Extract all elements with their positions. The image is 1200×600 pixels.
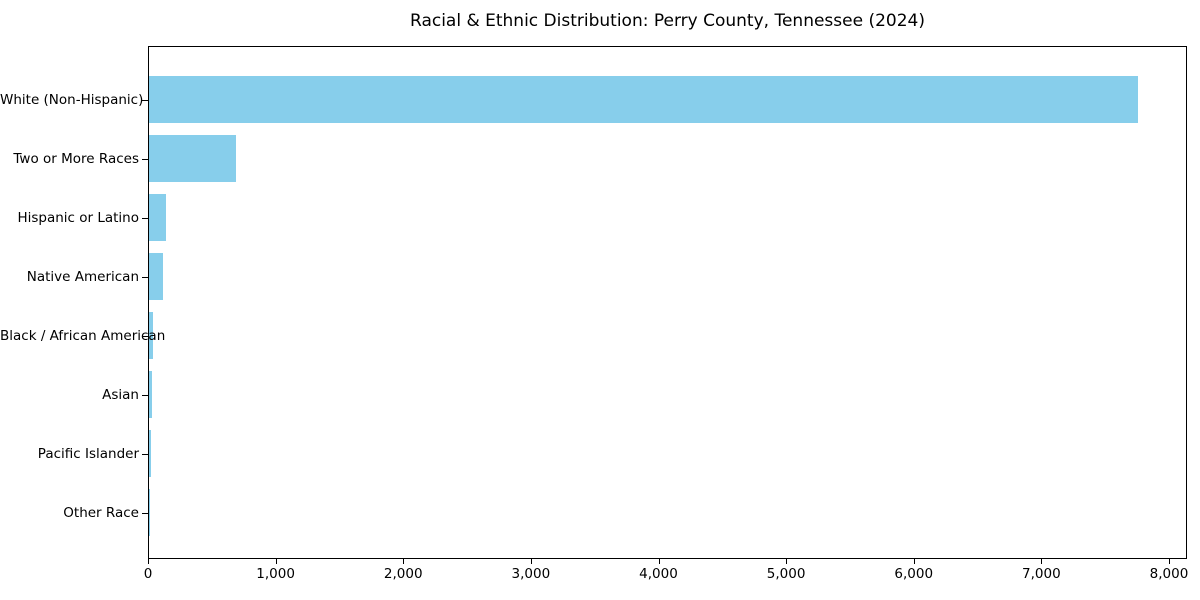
bar: [149, 312, 153, 359]
x-axis-tick-label: 5,000: [766, 566, 806, 582]
x-axis-tick-label: 0: [143, 566, 153, 582]
y-axis-label: Other Race: [63, 504, 139, 521]
x-axis-tick: [148, 559, 149, 564]
y-axis-tick: [142, 217, 148, 219]
y-axis-label: Pacific Islander: [37, 445, 139, 462]
x-axis-tick-label: 6,000: [894, 566, 934, 582]
chart-title: Racial & Ethnic Distribution: Perry Coun…: [410, 11, 925, 31]
y-axis-label: White (Non-Hispanic): [0, 91, 144, 108]
bar: [149, 194, 166, 241]
x-axis-tick: [530, 559, 532, 564]
y-axis-tick: [142, 453, 148, 455]
x-axis-tick-label: 2,000: [383, 566, 423, 582]
y-axis-tick: [142, 158, 148, 160]
bar: [149, 430, 152, 477]
x-axis-tick-label: 4,000: [639, 566, 678, 582]
x-axis-tick-label: 7,000: [1022, 566, 1061, 582]
y-axis-label: Hispanic or Latino: [17, 209, 139, 226]
y-axis-label: Two or More Races: [13, 150, 139, 167]
bar: [149, 76, 1139, 123]
y-axis-label: Black / African American: [0, 327, 166, 344]
bar: [149, 371, 153, 418]
bar: [149, 135, 236, 182]
x-axis-tick-label: 1,000: [256, 566, 295, 582]
y-axis-tick: [142, 394, 148, 396]
bar: [149, 253, 164, 300]
plot-area: [148, 46, 1187, 559]
x-axis-tick: [1169, 559, 1170, 564]
y-axis-label: Asian: [102, 386, 139, 403]
y-axis-tick: [142, 99, 148, 101]
x-axis-tick: [403, 559, 405, 564]
y-axis-tick: [142, 276, 148, 278]
x-axis-tick: [1041, 559, 1043, 564]
x-axis-tick: [275, 559, 277, 564]
y-axis-label: Native American: [26, 268, 139, 285]
x-axis-tick-label: 3,000: [511, 566, 551, 582]
y-axis-tick: [142, 512, 148, 514]
y-axis-tick: [142, 335, 148, 337]
x-axis-tick-label: 8,000: [1149, 566, 1189, 582]
x-axis-tick: [658, 559, 660, 564]
bar: [149, 489, 150, 536]
x-axis-tick: [913, 559, 915, 564]
x-axis-tick: [786, 559, 788, 564]
